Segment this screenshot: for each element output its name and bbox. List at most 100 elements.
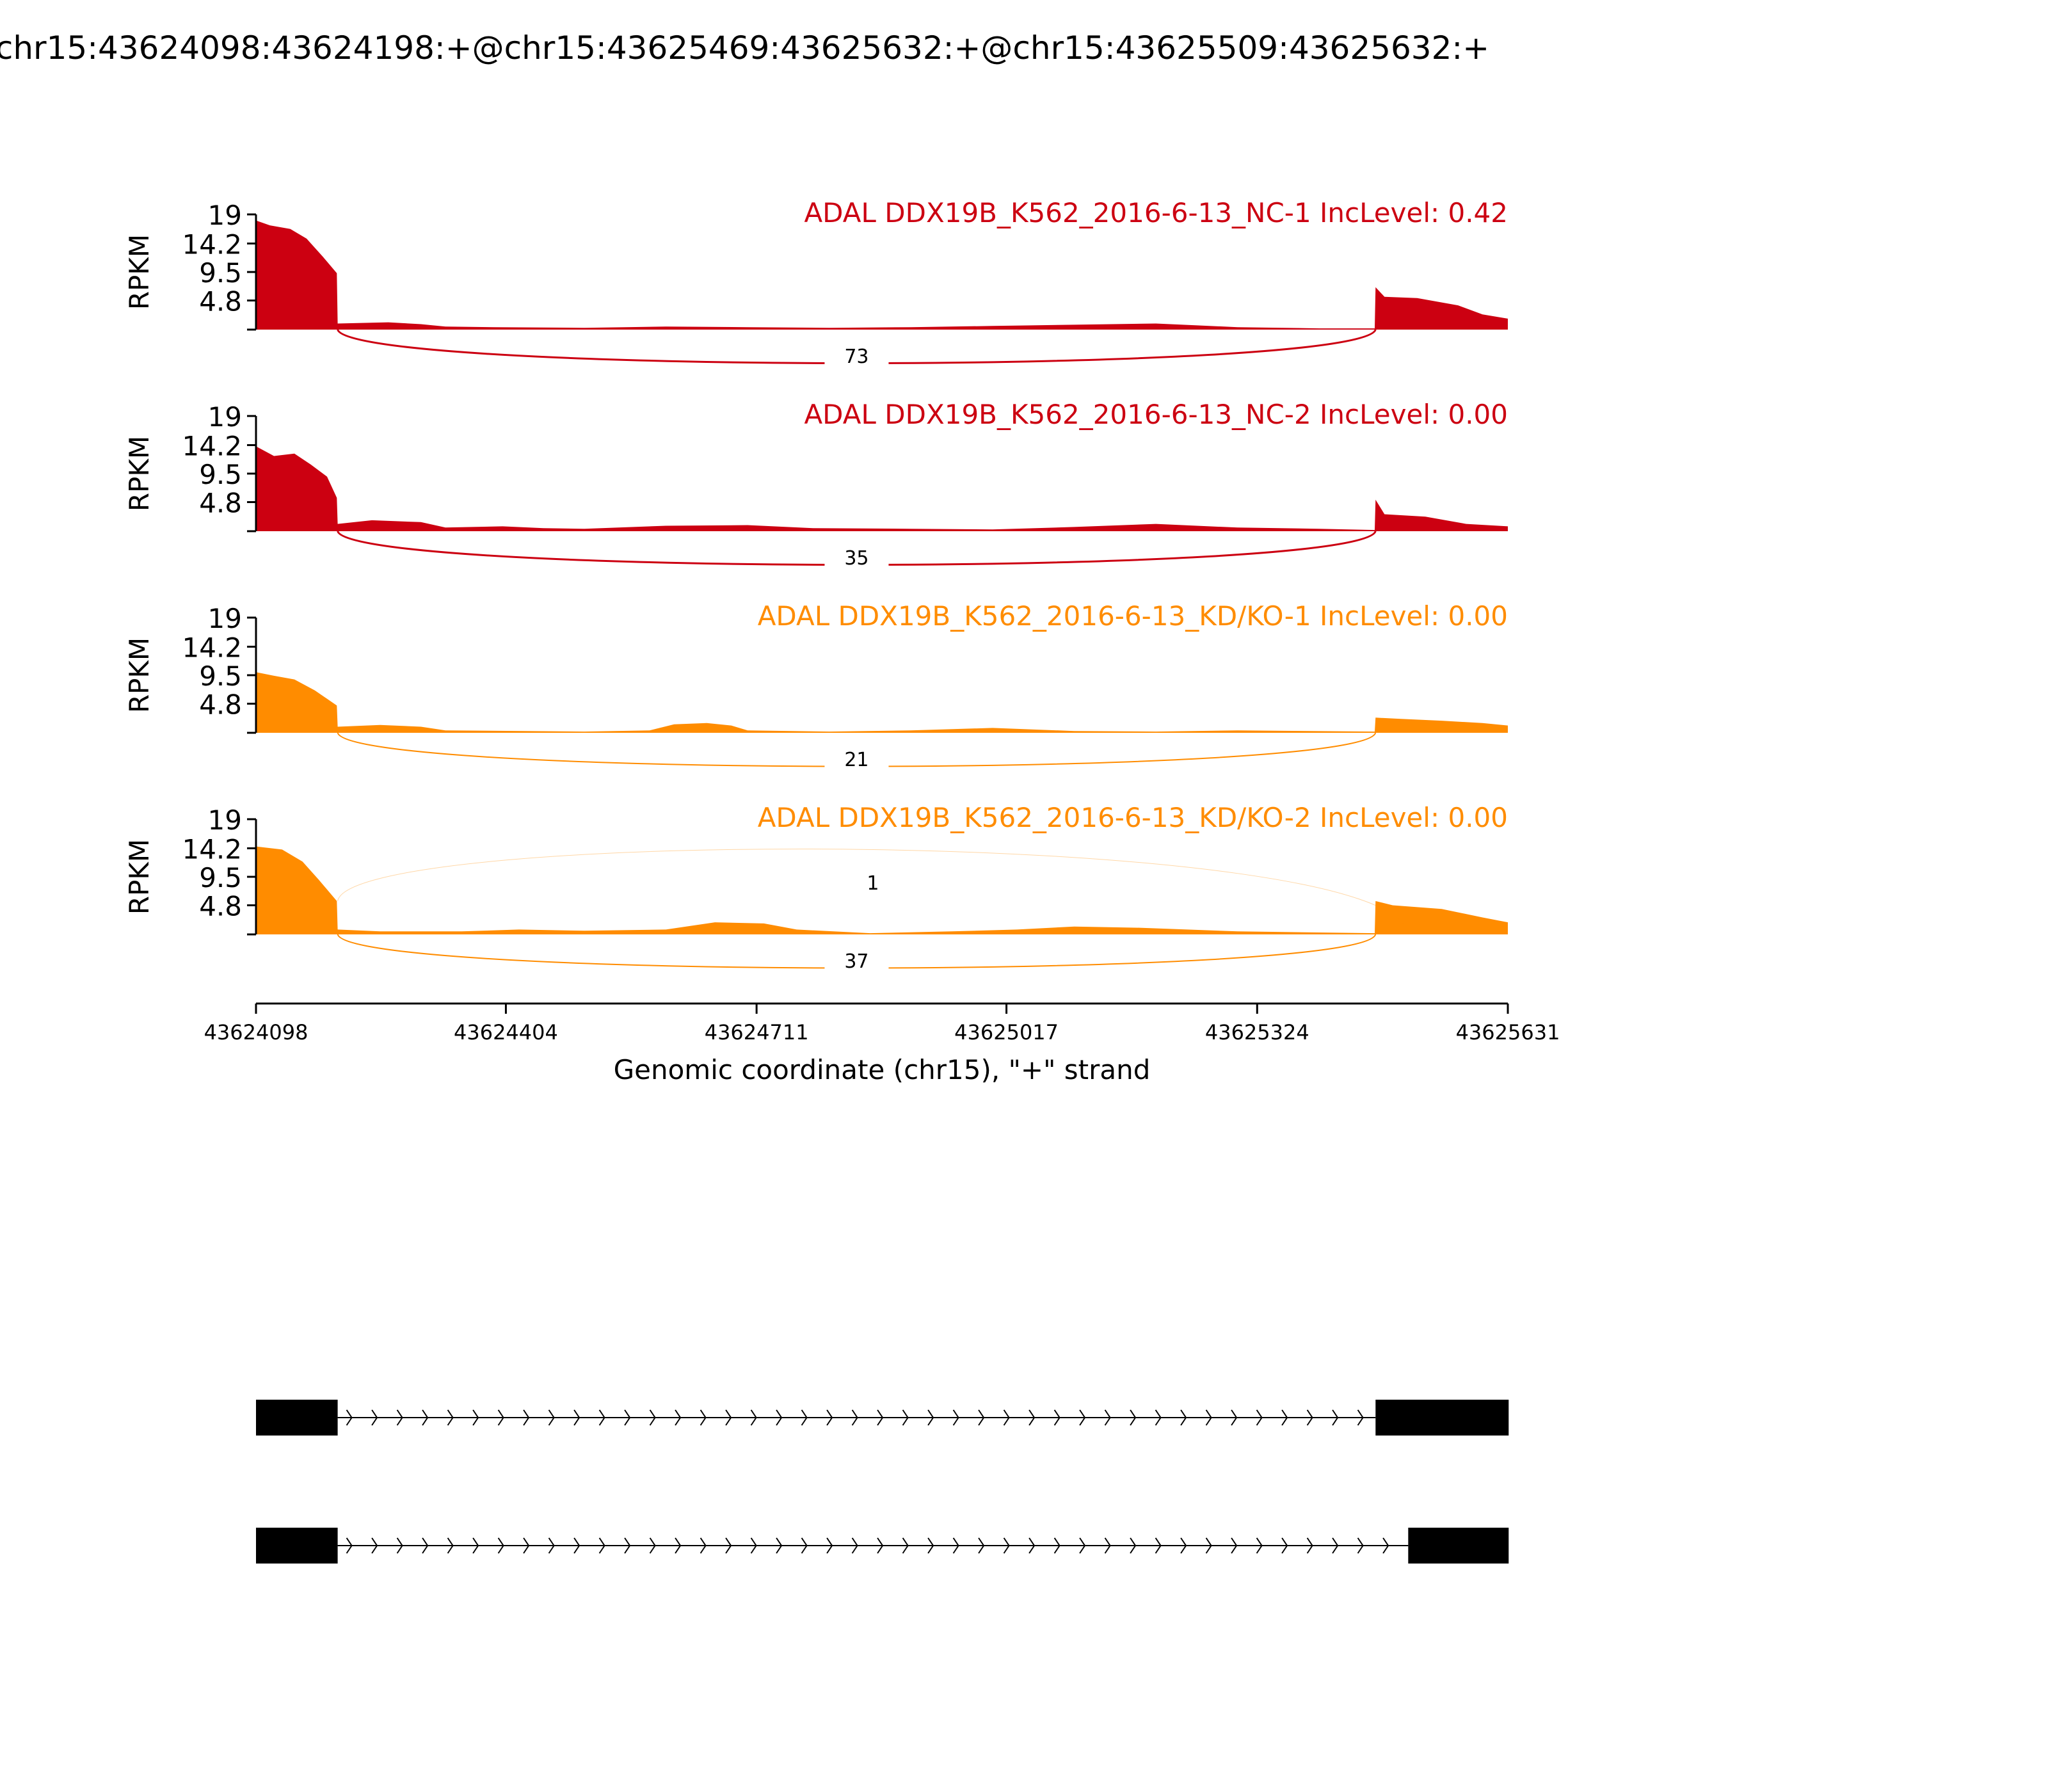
exon-block (1408, 1528, 1509, 1564)
y-tick-label: 9.5 (199, 660, 242, 692)
strand-arrow-icon (447, 1409, 454, 1426)
strand-arrow-icon (1357, 1537, 1364, 1554)
track-title: ADAL DDX19B_K562_2016-6-13_KD/KO-1 IncLe… (758, 600, 1508, 632)
junction-count: 21 (844, 749, 868, 771)
strand-arrow-icon (877, 1537, 884, 1554)
strand-arrow-icon (826, 1409, 833, 1426)
x-tick-label: 43624098 (204, 1020, 308, 1044)
strand-arrow-icon (447, 1537, 454, 1554)
coverage-area (256, 846, 1508, 934)
strand-arrow-icon (1155, 1537, 1162, 1554)
strand-arrow-icon (649, 1537, 656, 1554)
junction-label-bg (840, 870, 905, 899)
strand-arrow-icon (422, 1537, 429, 1554)
strand-arrow-icon (1130, 1409, 1137, 1426)
strand-arrow-icon (598, 1409, 605, 1426)
strand-arrow-icon (1306, 1537, 1313, 1554)
x-tick-label: 43625631 (1456, 1020, 1560, 1044)
strand-arrow-icon (675, 1409, 682, 1426)
y-tick-label: 19 (208, 804, 242, 836)
y-tick-label: 19 (208, 401, 242, 433)
exon-block (1375, 1400, 1509, 1436)
strand-arrow-icon (927, 1537, 934, 1554)
strand-arrow-icon (1053, 1537, 1060, 1554)
strand-arrow-icon (1079, 1537, 1086, 1554)
x-tick-label: 43625324 (1205, 1020, 1309, 1044)
page-title: chr15:43624098:43624198:+@chr15:43625469… (0, 29, 1489, 67)
y-axis-label: RPKM (124, 839, 155, 915)
exon-block (256, 1400, 338, 1436)
strand-arrow-icon (952, 1409, 959, 1426)
strand-arrow-icon (1028, 1537, 1036, 1554)
strand-arrow-icon (978, 1537, 985, 1554)
strand-arrow-icon (675, 1537, 682, 1554)
strand-arrow-icon (649, 1409, 656, 1426)
strand-arrow-icon (573, 1409, 580, 1426)
x-axis-label: Genomic coordinate (chr15), "+" strand (614, 1054, 1151, 1085)
y-tick-label: 9.5 (199, 257, 242, 289)
strand-arrow-icon (1332, 1537, 1339, 1554)
strand-arrow-icon (1256, 1537, 1263, 1554)
y-tick-label: 19 (208, 603, 242, 634)
y-axis-label: RPKM (124, 637, 155, 713)
strand-arrow-icon (497, 1409, 504, 1426)
y-axis-label: RPKM (124, 436, 155, 511)
track-title: ADAL DDX19B_K562_2016-6-13_NC-1 IncLevel… (804, 197, 1508, 228)
y-tick-label: 14.2 (182, 430, 242, 461)
exon-block (256, 1528, 338, 1564)
strand-arrow-icon (1028, 1409, 1036, 1426)
strand-arrow-icon (1382, 1537, 1389, 1554)
track-title: ADAL DDX19B_K562_2016-6-13_NC-2 IncLevel… (804, 399, 1508, 430)
strand-arrow-icon (700, 1409, 707, 1426)
strand-arrow-icon (472, 1409, 479, 1426)
strand-arrow-icon (1256, 1409, 1263, 1426)
strand-arrow-icon (1281, 1537, 1288, 1554)
strand-arrow-icon (902, 1409, 909, 1426)
junction-label-bg (824, 344, 889, 372)
y-tick-label: 19 (208, 200, 242, 231)
y-tick-label: 9.5 (199, 862, 242, 893)
y-tick-label: 14.2 (182, 632, 242, 663)
strand-arrow-icon (1281, 1409, 1288, 1426)
x-axis: 43624098 43624404 43624711 43625017 43625324… (204, 1002, 1560, 1085)
strand-arrow-icon (1003, 1409, 1010, 1426)
strand-arrow-icon (1104, 1409, 1111, 1426)
strand-arrow-icon (523, 1537, 530, 1554)
strand-arrow-icon (346, 1409, 353, 1426)
junction-label-bg (824, 747, 889, 775)
coverage-area (256, 220, 1508, 330)
strand-arrow-icon (927, 1409, 934, 1426)
strand-arrow-icon (776, 1537, 783, 1554)
junction-arc (337, 849, 1409, 935)
strand-arrow-icon (1306, 1409, 1313, 1426)
strand-arrow-icon (472, 1537, 479, 1554)
strand-arrow-icon (573, 1537, 580, 1554)
junction-count: 37 (844, 950, 868, 973)
y-axis-label: RPKM (124, 234, 155, 310)
strand-arrow-icon (422, 1409, 429, 1426)
strand-arrow-icon (851, 1537, 858, 1554)
strand-arrow-icon (978, 1409, 985, 1426)
strand-arrow-icon (371, 1537, 378, 1554)
strand-arrow-icon (346, 1537, 353, 1554)
strand-arrow-icon (624, 1409, 631, 1426)
strand-arrow-icon (725, 1537, 732, 1554)
strand-arrow-icon (1003, 1537, 1010, 1554)
strand-arrow-icon (598, 1537, 605, 1554)
strand-arrow-icon (1155, 1409, 1162, 1426)
strand-arrow-icon (548, 1537, 555, 1554)
junction-label-bg (824, 948, 889, 977)
strand-arrow-icon (1205, 1409, 1212, 1426)
isoform-model-2 (256, 1528, 1509, 1564)
strand-arrow-icon (776, 1409, 783, 1426)
strand-arrow-icon (396, 1537, 403, 1554)
strand-arrow-icon (1231, 1409, 1238, 1426)
strand-arrow-icon (1104, 1537, 1111, 1554)
strand-arrow-icon (826, 1537, 833, 1554)
junction-label-bg (824, 545, 889, 573)
